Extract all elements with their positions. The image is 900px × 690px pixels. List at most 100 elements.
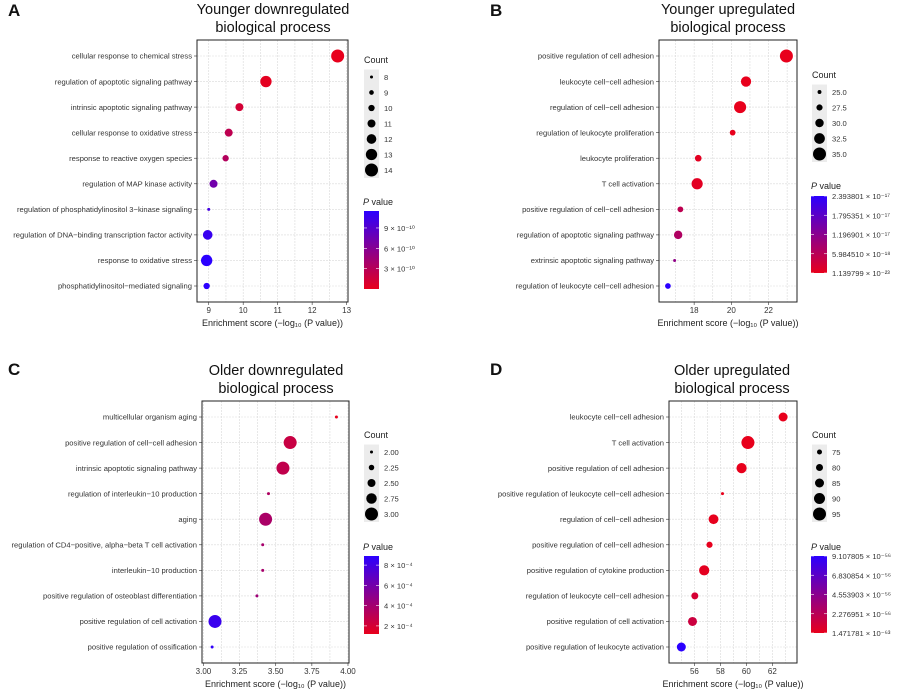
color-legend-label: 6 × 10⁻¹⁰ <box>384 244 415 253</box>
data-point <box>687 616 697 626</box>
x-tick-label: 10 <box>239 306 248 315</box>
color-legend-title-rest: value <box>369 197 393 207</box>
size-legend-label: 3.00 <box>384 510 399 519</box>
size-legend-circle <box>817 90 822 94</box>
color-legend-label: 3 × 10⁻¹⁰ <box>384 265 415 274</box>
size-legend-circle <box>816 464 823 471</box>
color-legend-title-italic: P <box>363 197 369 207</box>
category-label: positive regulation of cell−cell adhesio… <box>522 205 654 214</box>
data-point <box>259 512 273 526</box>
data-point <box>708 514 719 525</box>
panel-letter: D <box>490 360 502 379</box>
plot-background <box>669 401 797 663</box>
data-point <box>673 230 683 240</box>
color-legend-title: P value <box>811 542 841 552</box>
category-label: regulation of leukocyte cell−cell adhesi… <box>516 282 654 291</box>
chart-title: Older upregulated <box>674 363 790 379</box>
data-point <box>734 101 747 114</box>
size-legend-label: 12 <box>384 135 392 144</box>
color-legend-label: 1.196901 × 10⁻¹⁷ <box>832 231 890 240</box>
chart-title: Younger downregulated <box>197 2 350 18</box>
data-point <box>729 129 736 136</box>
panel-letter: B <box>490 1 502 20</box>
category-label: intrinsic apoptotic signaling pathway <box>76 464 197 473</box>
x-tick-label: 3.75 <box>304 667 320 676</box>
x-tick-label: 13 <box>342 306 351 315</box>
size-legend-label: 27.5 <box>832 104 847 113</box>
chart-title: biological process <box>670 20 785 36</box>
color-legend-label: 1.471781 × 10⁻⁶³ <box>832 629 891 638</box>
x-axis-title: Enrichment score (−log₁₀ (P value)) <box>658 318 799 328</box>
color-legend-bar <box>364 211 379 289</box>
color-legend-label: 5.984510 × 10⁻¹⁸ <box>832 250 891 259</box>
data-point <box>203 282 210 290</box>
color-legend-title-rest: value <box>369 542 393 552</box>
plot-border <box>668 400 798 664</box>
data-point <box>222 155 229 162</box>
data-point <box>266 492 270 496</box>
color-legend-bar <box>811 556 827 633</box>
size-legend-label: 2.75 <box>384 495 399 504</box>
data-point <box>699 565 710 576</box>
data-point <box>673 258 677 262</box>
category-label: regulation of leukocyte cell−cell adhesi… <box>526 592 664 601</box>
category-label: interleukin−10 production <box>112 566 197 575</box>
category-label: cellular response to chemical stress <box>72 52 192 61</box>
chart-title: Older downregulated <box>209 363 344 379</box>
size-legend-circle <box>365 148 378 161</box>
data-point <box>255 594 259 598</box>
size-legend-circle <box>813 147 826 161</box>
category-label: leukocyte proliferation <box>580 154 654 163</box>
size-legend-circle <box>366 134 377 144</box>
plot-border <box>196 39 349 303</box>
category-label: regulation of MAP kinase activity <box>82 179 192 188</box>
plot-background <box>197 40 348 302</box>
data-point <box>779 49 793 63</box>
data-point <box>210 645 214 649</box>
size-legend-label: 80 <box>832 464 840 473</box>
color-legend-bar <box>364 556 379 634</box>
category-label: regulation of phosphatidylinositol 3−kin… <box>17 205 192 214</box>
size-legend-title: Count <box>364 430 389 440</box>
data-point <box>283 436 297 450</box>
color-legend-title-italic: P <box>811 542 817 552</box>
size-legend-circle <box>368 104 375 112</box>
data-point <box>665 283 671 289</box>
size-legend-circle <box>814 493 825 504</box>
size-legend-circle <box>365 507 378 521</box>
x-axis-title: Enrichment score (−log₁₀ (P value)) <box>663 679 804 689</box>
color-legend-label: 6 × 10⁻⁴ <box>384 581 413 590</box>
category-label: T cell activation <box>602 179 654 188</box>
chart-title: Younger upregulated <box>661 2 795 18</box>
data-point <box>740 76 752 87</box>
category-label: positive regulation of cell adhesion <box>548 464 664 473</box>
category-label: aging <box>178 515 197 524</box>
category-label: positive regulation of cell activation <box>80 617 197 626</box>
category-label: leukocyte cell−cell adhesion <box>560 77 654 86</box>
data-point <box>276 461 290 475</box>
size-legend-label: 2.00 <box>384 448 399 457</box>
panel-a: A Younger downregulated biological process… <box>8 1 415 328</box>
color-legend-bar <box>811 196 827 273</box>
category-label: positive regulation of leukocyte cell−ce… <box>498 489 664 498</box>
data-point <box>207 207 211 211</box>
size-legend-circle <box>368 464 375 471</box>
category-label: positive regulation of cell−cell adhesio… <box>65 438 197 447</box>
data-point <box>200 254 213 267</box>
data-point <box>208 614 222 628</box>
size-legend-label: 90 <box>832 495 840 504</box>
x-axis-title: Enrichment score (−log₁₀ (P value)) <box>205 679 346 689</box>
category-label: positive regulation of osteoblast differ… <box>43 592 197 601</box>
color-legend-title-italic: P <box>363 542 369 552</box>
size-legend-circle <box>813 507 826 521</box>
category-label: T cell activation <box>612 438 664 447</box>
size-legend-label: 85 <box>832 479 840 488</box>
x-axis-title: Enrichment score (−log₁₀ (P value)) <box>202 318 343 328</box>
size-legend-circle <box>367 479 376 487</box>
category-label: regulation of apoptotic signaling pathwa… <box>517 231 654 240</box>
data-point <box>202 230 213 240</box>
size-legend-label: 75 <box>832 448 840 457</box>
color-legend-label: 1.139799 × 10⁻²³ <box>832 269 890 278</box>
color-legend-label: 6.830854 × 10⁻⁵⁶ <box>832 571 891 580</box>
